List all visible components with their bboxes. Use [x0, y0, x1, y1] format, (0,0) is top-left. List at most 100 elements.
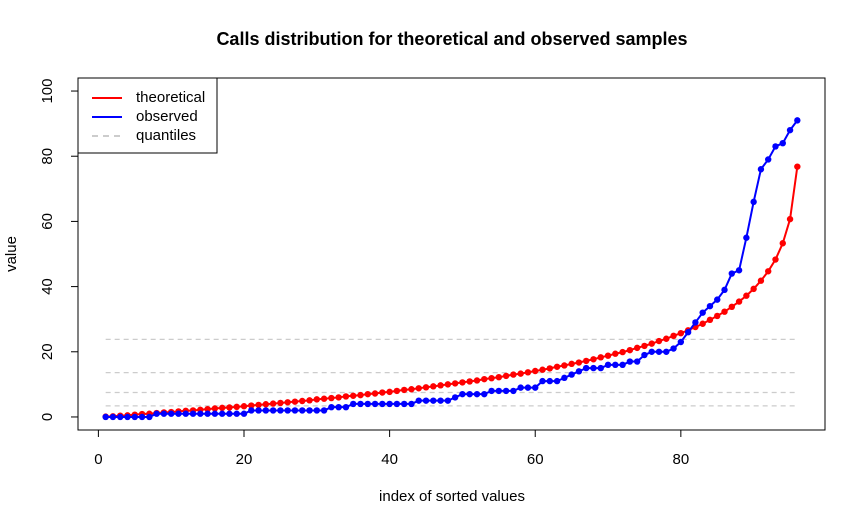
point	[524, 384, 532, 391]
point	[692, 319, 699, 326]
point	[291, 398, 299, 405]
point	[714, 296, 721, 303]
point	[153, 410, 160, 417]
point	[328, 403, 335, 411]
point	[706, 316, 714, 324]
point	[568, 360, 575, 368]
point	[648, 340, 655, 347]
point	[408, 386, 415, 393]
x-tick-label: 40	[381, 451, 398, 468]
point	[342, 393, 350, 400]
y-tick-label: 0	[39, 413, 56, 421]
point	[320, 407, 328, 414]
point	[422, 397, 430, 404]
point	[204, 405, 211, 413]
point	[561, 374, 568, 382]
point	[765, 156, 772, 163]
point	[539, 377, 546, 385]
point	[364, 400, 371, 408]
point	[481, 375, 488, 383]
point	[604, 361, 612, 369]
point	[284, 407, 291, 414]
point	[131, 413, 138, 421]
point	[226, 410, 233, 417]
y-tick-label: 80	[39, 148, 56, 165]
point	[262, 401, 270, 408]
point	[626, 358, 634, 365]
point	[539, 366, 546, 373]
point	[706, 302, 714, 310]
point	[313, 396, 321, 403]
y-axis-label: value	[3, 236, 20, 272]
point	[488, 387, 495, 395]
point	[750, 285, 757, 293]
point	[517, 370, 524, 377]
point	[459, 379, 466, 386]
point	[677, 330, 685, 337]
point	[408, 400, 415, 408]
point	[517, 384, 524, 391]
point	[335, 394, 342, 401]
point	[779, 139, 786, 147]
point	[102, 413, 109, 421]
point	[481, 390, 488, 398]
x-tick-label: 20	[236, 451, 253, 468]
point	[226, 404, 233, 411]
point	[794, 117, 801, 124]
point	[473, 377, 481, 384]
point	[532, 367, 539, 375]
point	[604, 352, 612, 359]
point	[415, 385, 422, 392]
point	[495, 374, 503, 381]
point	[582, 364, 590, 372]
point	[699, 320, 706, 327]
point	[393, 400, 401, 408]
point	[138, 413, 146, 421]
point	[670, 345, 677, 352]
point	[532, 384, 539, 391]
point	[306, 407, 313, 414]
point	[364, 390, 371, 398]
point	[575, 359, 583, 366]
point	[590, 364, 597, 372]
point	[735, 267, 743, 274]
point	[772, 256, 779, 263]
point	[211, 410, 219, 417]
point	[299, 407, 306, 414]
point	[612, 361, 619, 369]
point	[735, 298, 743, 305]
point	[626, 346, 634, 354]
point	[597, 364, 604, 372]
point	[437, 397, 444, 404]
point	[466, 390, 473, 398]
point	[568, 371, 575, 378]
point	[582, 357, 590, 365]
point	[211, 405, 219, 412]
point	[240, 410, 248, 417]
point	[197, 410, 204, 417]
point	[269, 400, 277, 407]
x-axis-label: index of sorted values	[379, 488, 525, 505]
point	[350, 400, 357, 408]
point	[299, 397, 306, 405]
point	[612, 350, 619, 357]
point	[473, 390, 481, 398]
point	[757, 277, 765, 284]
point	[269, 407, 277, 414]
point	[262, 407, 270, 414]
point	[750, 198, 757, 206]
x-tick-label: 80	[672, 451, 689, 468]
point	[663, 335, 670, 342]
point	[721, 286, 728, 294]
point	[743, 234, 750, 241]
x-tick-label: 0	[94, 451, 102, 468]
point	[633, 358, 641, 365]
legend-box	[77, 77, 218, 154]
point	[422, 384, 430, 391]
point	[291, 407, 299, 414]
point	[233, 410, 240, 417]
point	[189, 410, 197, 417]
point	[204, 410, 211, 417]
